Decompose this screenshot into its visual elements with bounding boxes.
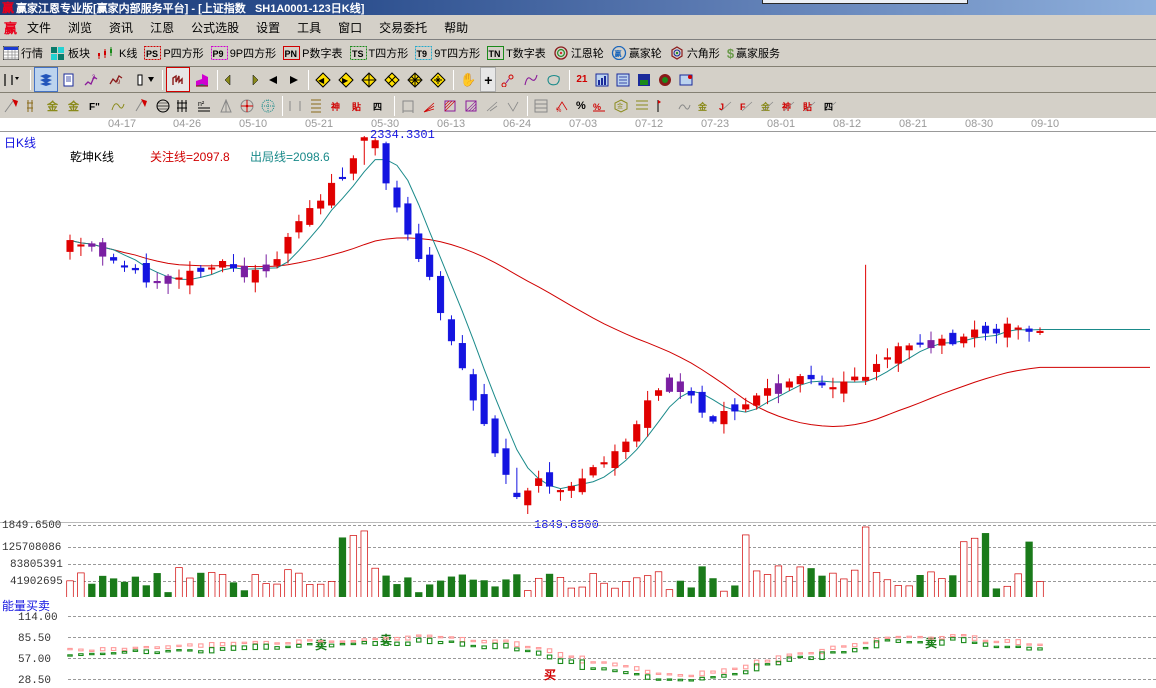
svg-text:PN: PN (285, 49, 298, 59)
svg-text:金: 金 (47, 99, 59, 113)
svg-text:F": F" (89, 102, 100, 113)
svg-text:貼: 貼 (803, 101, 812, 112)
svg-text:9: 9 (117, 80, 121, 86)
svg-text:金: 金 (761, 101, 771, 112)
svg-text:PS: PS (146, 49, 158, 59)
svg-text:▶: ▶ (342, 76, 349, 85)
svg-text:四: 四 (373, 102, 382, 112)
svg-text:◀: ◀ (318, 76, 325, 85)
svg-text:金: 金 (617, 102, 623, 110)
svg-text:神: 神 (331, 101, 340, 112)
svg-text:TS: TS (352, 49, 364, 59)
svg-text:P9: P9 (212, 49, 223, 59)
svg-text:神: 神 (782, 101, 791, 112)
svg-text:貼: 貼 (352, 101, 361, 112)
svg-text:金: 金 (698, 101, 708, 112)
svg-text:%: % (556, 108, 562, 113)
svg-text:金: 金 (68, 99, 80, 113)
svg-text:TN: TN (489, 49, 501, 59)
svg-text:四: 四 (824, 102, 833, 112)
svg-text:T9: T9 (417, 49, 428, 59)
svg-text:n²: n² (198, 101, 205, 108)
svg-text:赢: 赢 (614, 49, 621, 58)
